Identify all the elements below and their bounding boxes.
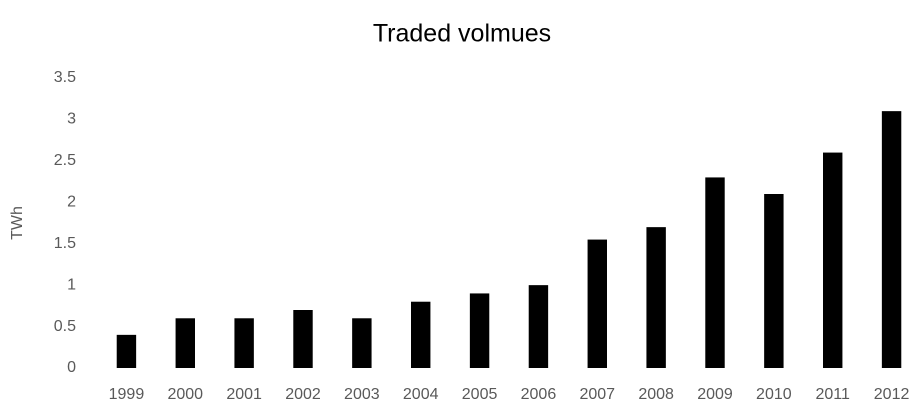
x-tick-label: 2005 xyxy=(462,386,498,403)
y-tick-label: 2.5 xyxy=(54,152,76,169)
bar xyxy=(352,318,372,368)
bar xyxy=(411,301,431,368)
bar xyxy=(234,318,254,368)
bar xyxy=(175,318,195,368)
y-tick-label: 2 xyxy=(67,194,76,211)
x-tick-label: 2006 xyxy=(521,386,557,403)
bar xyxy=(764,194,784,368)
x-tick-label: 2007 xyxy=(579,386,615,403)
y-tick-label: 1 xyxy=(67,276,76,293)
bar xyxy=(528,285,549,368)
x-tick-label: 2012 xyxy=(874,386,910,403)
y-tick-label: 0.5 xyxy=(54,318,76,335)
chart-title: Traded volmues xyxy=(373,20,551,48)
bar xyxy=(646,227,666,368)
x-tick-label: 2002 xyxy=(285,386,321,403)
x-tick-label: 2001 xyxy=(226,386,262,403)
bar xyxy=(705,177,725,368)
y-tick-label: 3 xyxy=(67,111,76,128)
y-tick-label: 3.5 xyxy=(54,69,76,86)
bar xyxy=(293,310,313,368)
y-axis-label: TWh xyxy=(9,206,26,240)
x-tick-label: 2008 xyxy=(638,386,674,403)
x-tick-label: 1999 xyxy=(109,386,145,403)
bar xyxy=(587,239,607,368)
y-tick-label: 0 xyxy=(67,359,76,376)
bar xyxy=(823,152,843,368)
bar xyxy=(116,334,137,368)
x-tick-label: 2000 xyxy=(167,386,203,403)
y-tick-label: 1.5 xyxy=(54,235,76,252)
x-tick-label: 2009 xyxy=(697,386,733,403)
x-tick-label: 2004 xyxy=(403,386,439,403)
bar xyxy=(881,111,902,369)
bar xyxy=(469,293,490,368)
x-tick-label: 2010 xyxy=(756,386,792,403)
x-tick-label: 2003 xyxy=(344,386,380,403)
x-tick-label: 2011 xyxy=(816,386,851,403)
